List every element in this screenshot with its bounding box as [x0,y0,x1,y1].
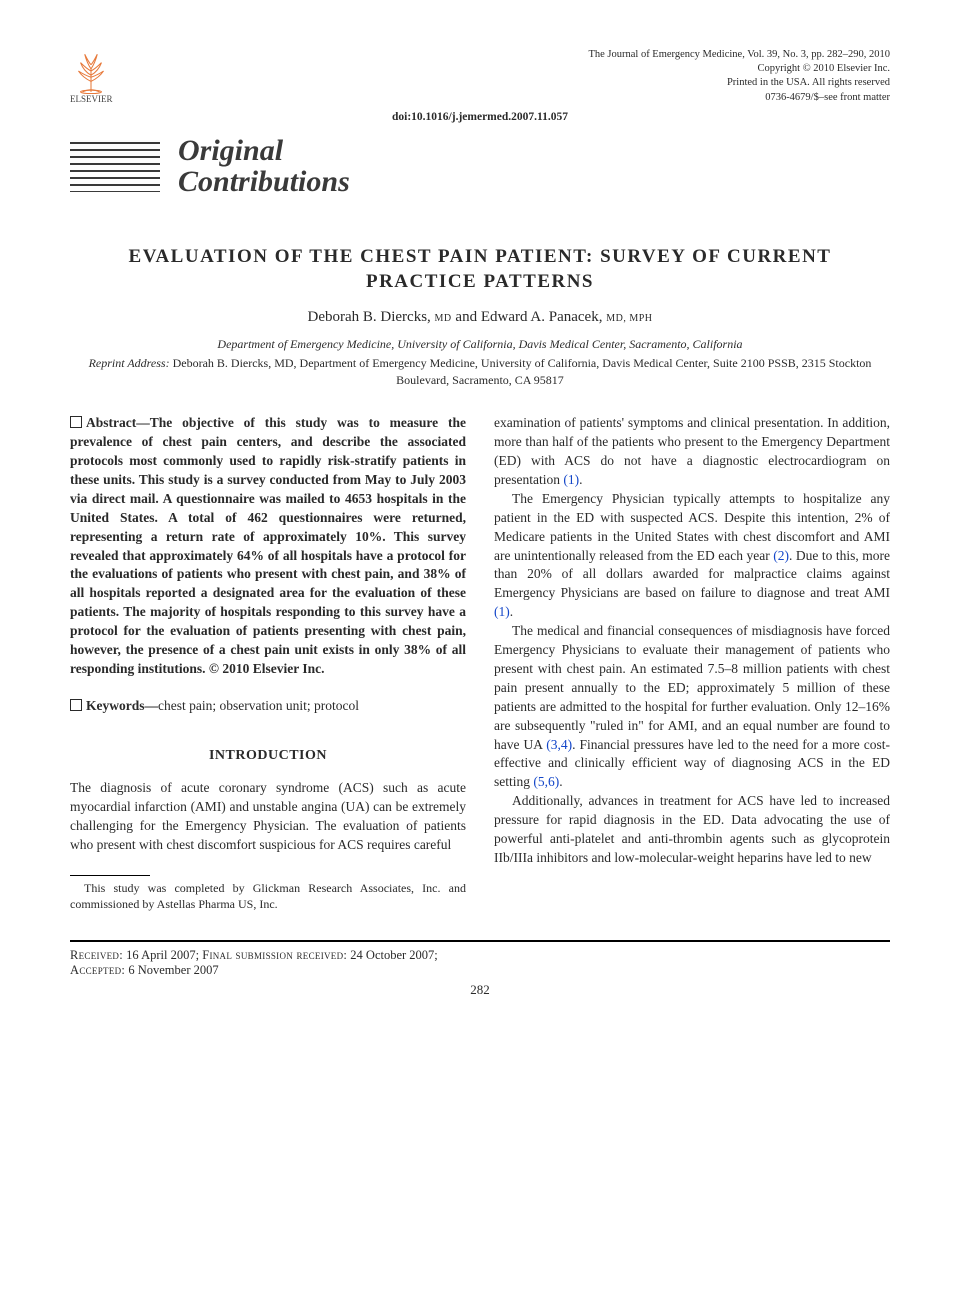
abstract-label: Abstract— [86,415,150,430]
affiliation: Department of Emergency Medicine, Univer… [70,336,890,353]
elsevier-tree-icon [70,48,112,94]
introduction-heading: INTRODUCTION [70,746,466,766]
doi-text: doi:10.1016/j.jemermed.2007.11.057 [392,111,568,123]
reprint-address: Reprint Address: Deborah B. Diercks, MD,… [70,355,890,389]
article-title: EVALUATION OF THE CHEST PAIN PATIENT: SU… [100,244,860,295]
right-p3: The medical and financial consequences o… [494,622,890,792]
right-p1-a: examination of patients' symptoms and cl… [494,415,890,487]
meta-line-1: The Journal of Emergency Medicine, Vol. … [588,48,890,62]
author-2-name: Edward A. Panacek, [481,309,603,325]
author-2-cred: MD, MPH [606,313,652,324]
journal-page: ELSEVIER The Journal of Emergency Medici… [0,0,960,1038]
footnote: This study was completed by Glickman Res… [70,880,466,912]
publisher-logo-block: ELSEVIER [70,48,113,104]
right-p3-a: The medical and financial consequences o… [494,623,890,751]
right-p2-c: . [510,604,513,619]
right-p1-b: . [579,472,582,487]
submission-dates: Received: 16 April 2007; Final submissio… [70,948,890,978]
right-p1: examination of patients' symptoms and cl… [494,414,890,490]
accepted-date: 6 November 2007 [128,963,218,977]
banner-line-2: Contributions [178,166,350,198]
right-column: examination of patients' symptoms and cl… [494,414,890,912]
header-row: ELSEVIER The Journal of Emergency Medici… [70,48,890,105]
right-p2: The Emergency Physician typically attemp… [494,490,890,622]
keywords: Keywords—chest pain; observation unit; p… [70,697,466,716]
publisher-name: ELSEVIER [70,94,113,104]
abstract: Abstract—The objective of this study was… [70,414,466,678]
meta-line-3: Printed in the USA. All rights reserved [588,76,890,90]
author-1-name: Deborah B. Diercks, [307,309,430,325]
ref-link-1b[interactable]: (1) [494,604,510,619]
page-number: 282 [70,982,890,998]
checkbox-icon [70,699,82,711]
ref-link-2[interactable]: (2) [773,548,789,563]
meta-line-4: 0736-4679/$–see front matter [588,91,890,105]
author-1-cred: MD [435,313,452,324]
final-label: Final submission received: [202,948,347,962]
reprint-body: Deborah B. Diercks, MD, Department of Em… [173,356,872,387]
abstract-body: The objective of this study was to measu… [70,415,466,676]
doi: doi:10.1016/j.jemermed.2007.11.057 [70,111,890,123]
checkbox-icon [70,416,82,428]
section-banner: Original Contributions [70,135,890,198]
footnote-rule [70,875,150,876]
left-column: Abstract—The objective of this study was… [70,414,466,912]
author-sep: and [455,309,480,325]
journal-meta: The Journal of Emergency Medicine, Vol. … [588,48,890,105]
ref-link-56[interactable]: (5,6) [533,774,559,789]
banner-lines-icon [70,140,160,192]
right-p3-c: . [559,774,562,789]
reprint-label: Reprint Address: [89,356,170,370]
final-date: 24 October 2007; [350,948,437,962]
ref-link-1[interactable]: (1) [563,472,579,487]
right-p4: Additionally, advances in treatment for … [494,792,890,868]
received-label: Received: [70,948,123,962]
accepted-label: Accepted: [70,963,125,977]
keywords-label: Keywords— [86,698,158,713]
authors: Deborah B. Diercks, MD and Edward A. Pan… [70,309,890,326]
two-column-body: Abstract—The objective of this study was… [70,414,890,912]
intro-paragraph-1: The diagnosis of acute coronary syndrome… [70,779,466,855]
bottom-rule [70,940,890,942]
banner-line-1: Original [178,135,350,167]
keywords-body: chest pain; observation unit; protocol [158,698,359,713]
ref-link-34[interactable]: (3,4) [546,737,572,752]
banner-text: Original Contributions [178,135,350,198]
received-date: 16 April 2007; [126,948,202,962]
meta-line-2: Copyright © 2010 Elsevier Inc. [588,62,890,76]
